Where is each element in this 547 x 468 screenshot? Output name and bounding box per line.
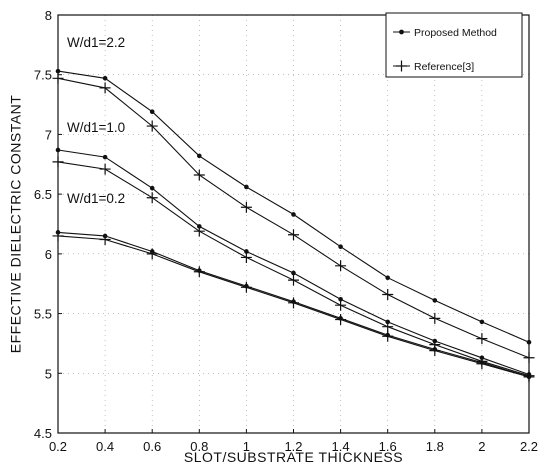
annotation-w-d1-2-2: W/d1=2.2: [67, 35, 125, 50]
data-point-plus: [99, 163, 111, 175]
data-point-plus: [335, 299, 347, 311]
y-tick-label: 6: [45, 247, 52, 262]
data-point-plus: [193, 169, 205, 181]
data-point-dot: [338, 244, 343, 249]
y-tick-label: 5.5: [34, 307, 52, 322]
data-point-dot: [432, 298, 438, 303]
data-point-dot: [479, 319, 485, 325]
data-point-plus: [382, 321, 394, 333]
data-point-dot: [244, 249, 249, 254]
y-tick-label: 8: [45, 8, 52, 23]
series-lines: [57, 70, 530, 378]
data-point-dot: [197, 153, 202, 159]
legend-proposed-label: Proposed Method: [414, 27, 497, 39]
data-point-plus: [240, 251, 252, 263]
data-point-plus: [382, 330, 394, 342]
data-point-dot: [102, 75, 108, 81]
data-point-plus: [288, 274, 299, 286]
legend: Proposed Method Reference[3]: [385, 12, 523, 78]
data-point-dot: [149, 185, 155, 191]
x-tick-label: 1.6: [379, 439, 397, 454]
annotation-w-d1-1-0: W/d1=1.0: [67, 120, 125, 135]
data-point-plus: [193, 225, 205, 237]
y-tick-label: 6.5: [34, 187, 52, 202]
data-point-dot: [149, 109, 155, 115]
data-point-plus: [193, 266, 205, 278]
data-point-plus: [429, 345, 441, 357]
data-point-plus: [288, 297, 299, 309]
x-tick-label: 0.2: [49, 439, 67, 454]
data-point-dot: [244, 184, 249, 190]
data-point-plus: [240, 281, 252, 293]
x-tick-label: 0.6: [143, 439, 161, 454]
x-tick-label: 0.8: [190, 439, 208, 454]
x-tick-label: 1.4: [332, 439, 350, 454]
data-point-plus: [288, 229, 299, 241]
y-tick-label: 7.5: [34, 68, 52, 83]
data-point-dot: [291, 212, 296, 217]
y-axis-title: EFFECTIVE DIELECTRIC CONSTANT: [8, 95, 24, 353]
legend-reference-marker: [396, 60, 407, 72]
data-point-plus: [476, 358, 488, 370]
data-point-plus: [335, 314, 347, 326]
plot-frame: [57, 14, 530, 434]
x-tick-label: 1: [243, 439, 250, 454]
data-point-plus: [99, 234, 111, 246]
legend-reference-label: Reference[3]: [414, 61, 474, 73]
y-tick-label: 5: [45, 366, 52, 381]
tick-labels: 0.2 0.4 0.6 0.8 1 1.2 1.4 1.6 1.8 2 2.2 4.5 5 5.5 6 6.5…: [34, 8, 538, 454]
legend-proposed-marker: [399, 29, 404, 35]
data-point-plus: [99, 82, 111, 94]
x-tick-label: 0.4: [96, 439, 114, 454]
annotation-w-d1-0-2: W/d1=0.2: [67, 191, 125, 206]
grid: [57, 14, 530, 434]
data-point-plus: [240, 201, 252, 213]
data-point-plus: [382, 288, 394, 300]
x-tick-label: 1.8: [426, 439, 444, 454]
data-point-dot: [338, 296, 343, 302]
y-tick-label: 4.5: [34, 426, 52, 441]
data-point-plus: [146, 120, 158, 132]
data-point-plus: [429, 312, 441, 324]
x-axis-title: SLOT/SUBSTRATE THICKNESS: [184, 449, 403, 465]
x-tick-label: 2.2: [520, 439, 538, 454]
data-point-plus: [335, 260, 347, 272]
data-point-dot: [385, 275, 391, 281]
data-point-dot: [291, 270, 296, 276]
x-tick-label: 1.2: [284, 439, 302, 454]
series-markers: [52, 68, 535, 383]
y-tick-label: 7: [45, 127, 52, 142]
data-point-plus: [146, 248, 158, 260]
data-point-plus: [146, 192, 158, 204]
x-tick-label: 2: [478, 439, 485, 454]
data-point-dot: [102, 154, 108, 160]
data-point-plus: [476, 333, 488, 345]
